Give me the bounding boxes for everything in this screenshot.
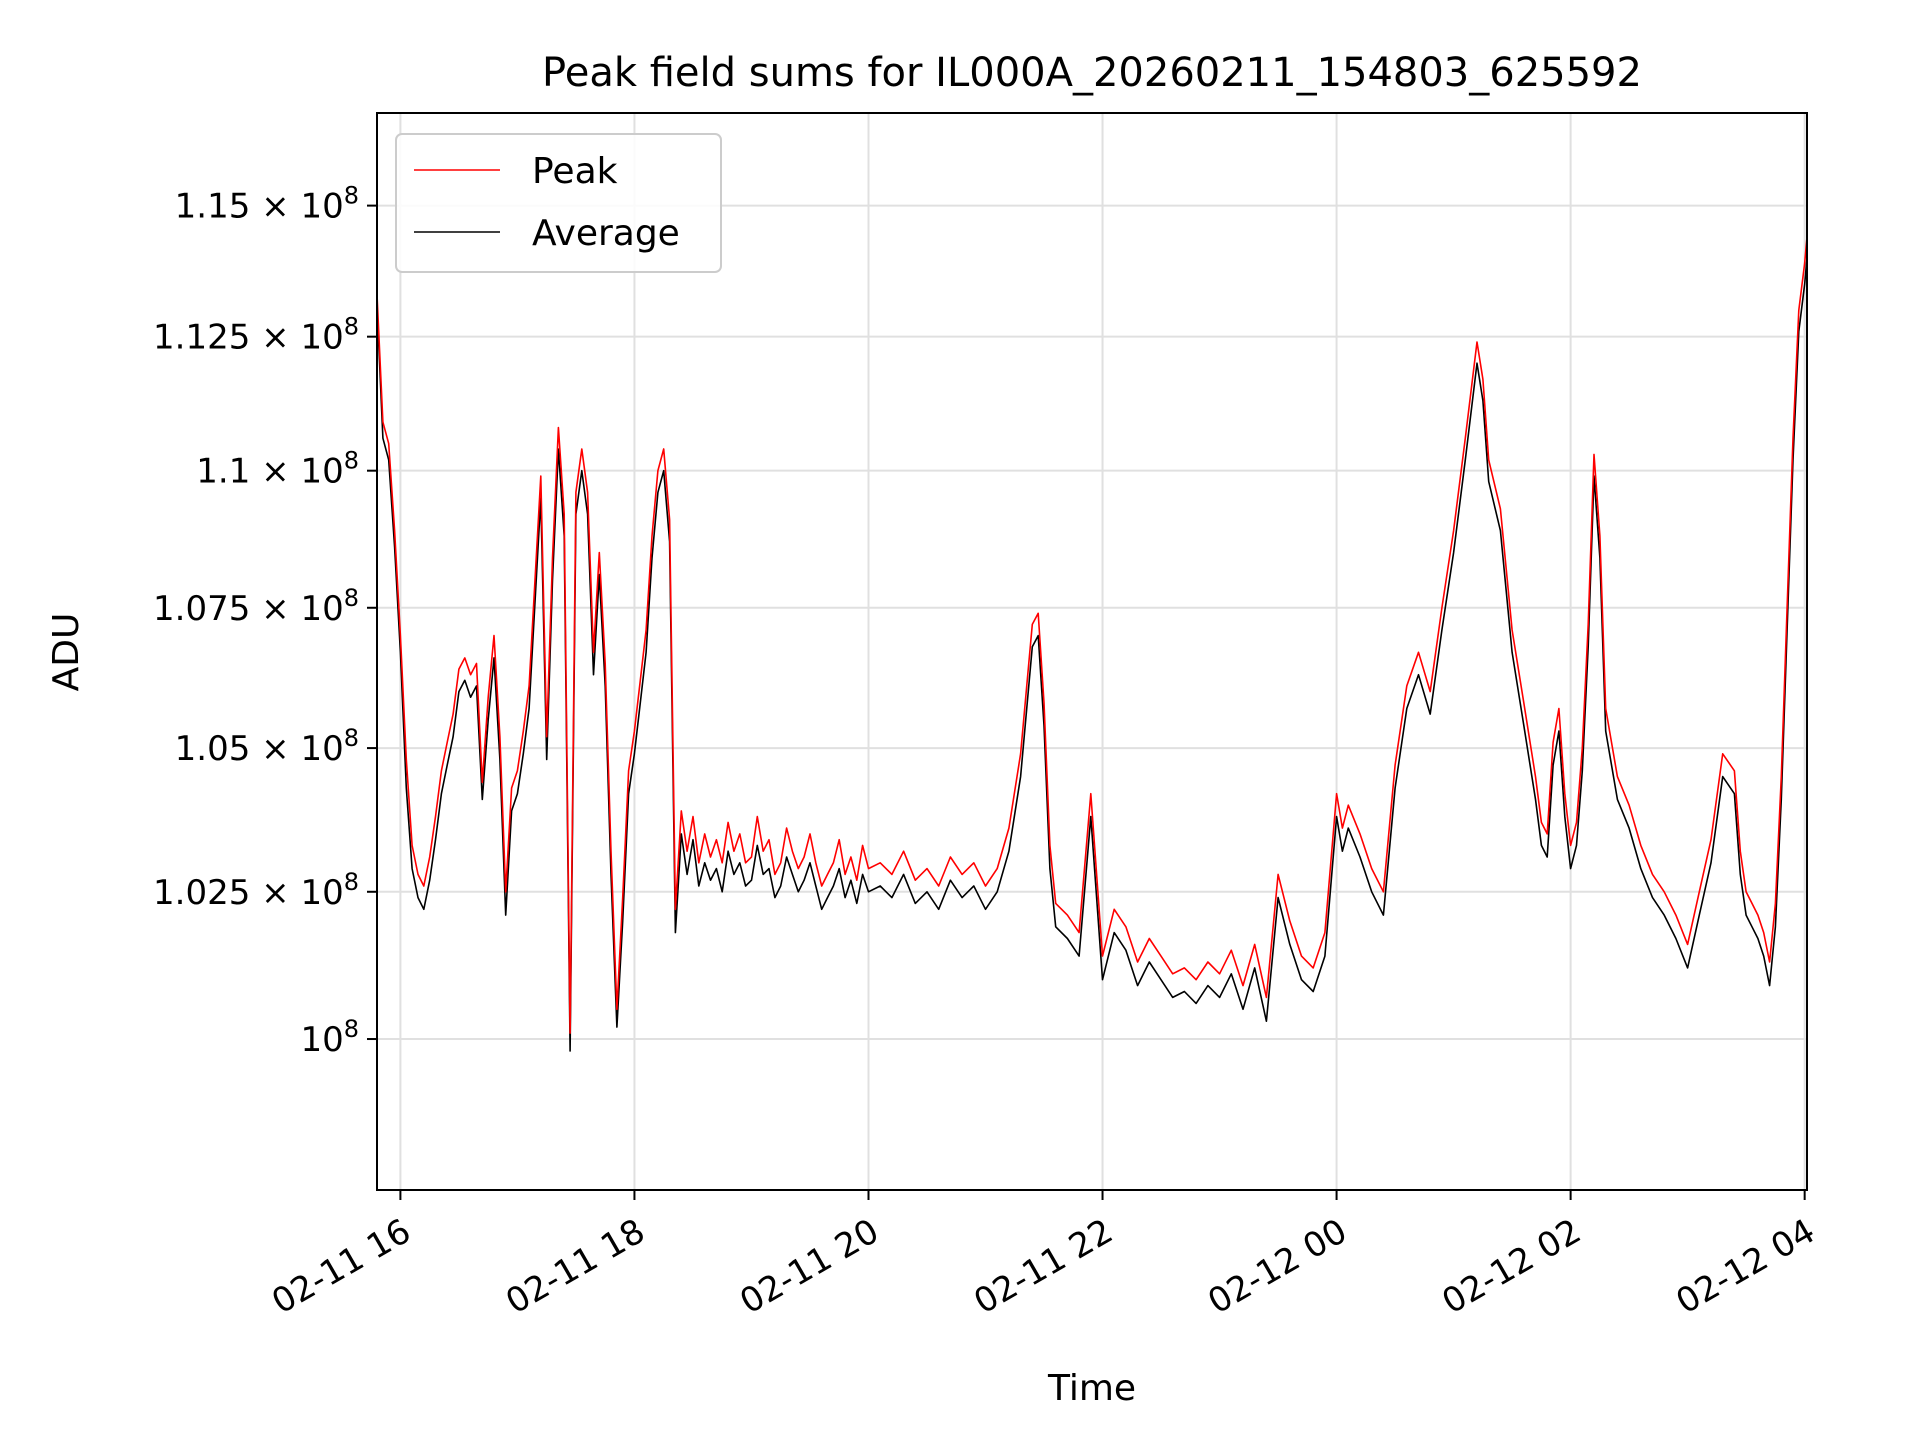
y-tick-label: 1.15 × 108 [175, 182, 359, 227]
series-line-average [377, 257, 1807, 1052]
legend-label-peak: Peak [532, 151, 618, 192]
y-axis: 108 1.025 × 108 1.05 × 108 1.075 × 108 1.1 ×… [153, 182, 377, 1060]
legend-box [395, 133, 722, 273]
series-layer [377, 236, 1807, 1052]
y-tick-label: 1.05 × 108 [175, 724, 359, 769]
chart-title: Peak field sums for IL000A_20260211_1548… [542, 50, 1642, 96]
y-tick-label: 1.075 × 108 [153, 584, 359, 629]
plot-frame [376, 112, 1808, 1191]
x-axis-label: Time [1047, 1368, 1136, 1409]
series-line-peak [377, 236, 1807, 1034]
legend: Peak Average [395, 133, 722, 273]
legend-label-average: Average [532, 213, 680, 254]
y-tick-label: 108 [300, 1015, 359, 1060]
y-tick-label: 1.1 × 108 [196, 447, 359, 492]
y-axis-label: ADU [46, 613, 87, 692]
grid [377, 113, 1807, 1190]
y-tick-label: 1.125 × 108 [153, 313, 359, 358]
y-tick-label: 1.025 × 108 [153, 868, 359, 913]
